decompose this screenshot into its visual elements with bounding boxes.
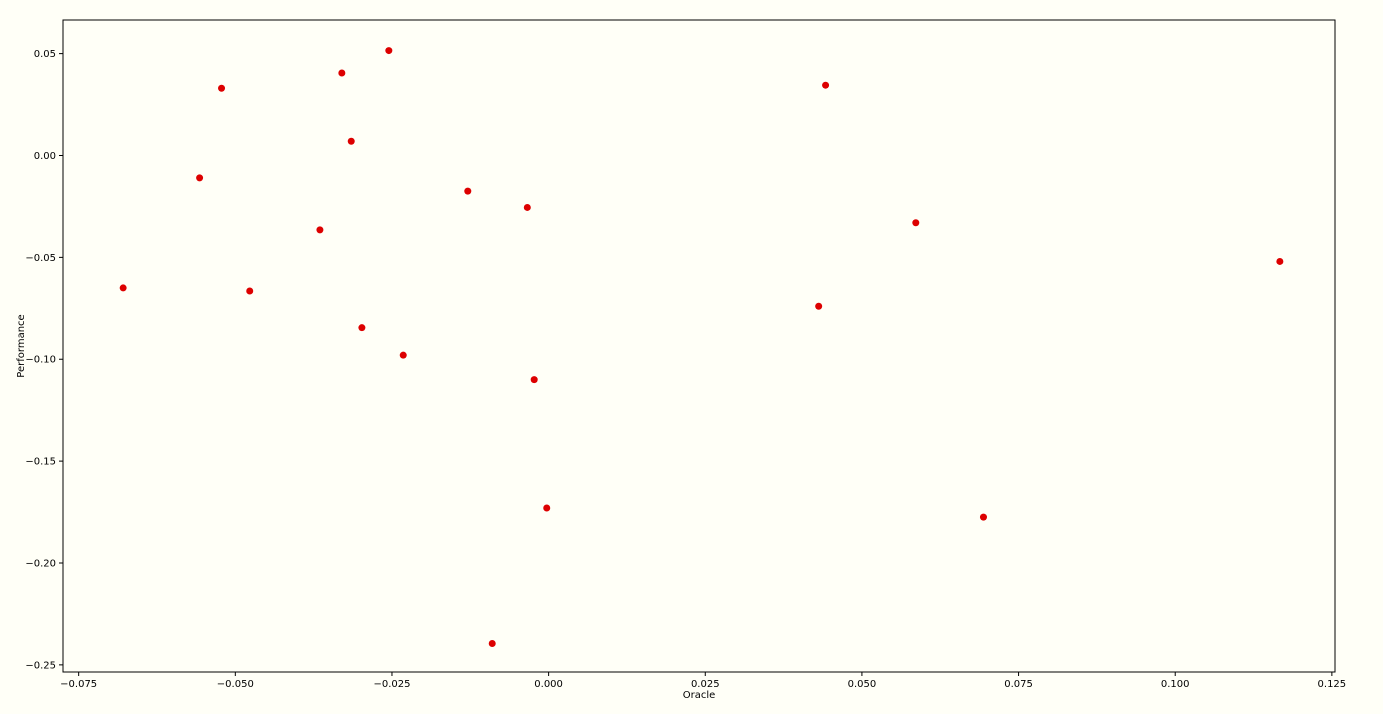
- x-tick-label: 0.000: [534, 679, 563, 690]
- x-tick-label: 0.100: [1161, 679, 1190, 690]
- data-point-16: [399, 351, 407, 359]
- y-tick-label: −0.20: [25, 558, 56, 569]
- x-tick-label: −0.050: [217, 679, 254, 690]
- data-point-13: [246, 287, 254, 295]
- y-tick-label: −0.25: [25, 660, 56, 671]
- data-point-2: [338, 69, 346, 77]
- data-point-19: [979, 513, 987, 521]
- x-tick-label: 0.050: [848, 679, 877, 690]
- data-point-15: [358, 324, 366, 332]
- data-point-10: [316, 226, 324, 234]
- data-point-3: [218, 84, 226, 92]
- plot-area: [62, 19, 1336, 673]
- data-point-17: [530, 376, 538, 384]
- y-tick-label: 0.00: [34, 151, 56, 162]
- y-tick-label: 0.05: [34, 49, 56, 60]
- data-point-20: [488, 639, 496, 647]
- data-point-5: [347, 137, 355, 145]
- x-tick-label: 0.125: [1318, 679, 1347, 690]
- x-axis-label: Oracle: [683, 690, 716, 701]
- y-tick-label: −0.10: [25, 355, 56, 366]
- y-axis-ticks: 0.05 0.00 −0.05 −0.10 −0.15 −0.20 −0.25: [25, 49, 63, 671]
- y-axis-label: Performance: [16, 314, 27, 377]
- data-point-12: [119, 284, 127, 292]
- data-point-8: [523, 203, 531, 211]
- data-point-11: [1276, 257, 1284, 265]
- x-tick-label: −0.075: [60, 679, 97, 690]
- data-point-6: [196, 174, 204, 182]
- x-tick-label: −0.025: [373, 679, 410, 690]
- data-point-1: [385, 47, 393, 55]
- x-tick-label: 0.075: [1004, 679, 1033, 690]
- data-points: [119, 47, 1284, 647]
- data-point-9: [912, 219, 920, 227]
- data-point-7: [464, 187, 472, 195]
- y-tick-label: −0.15: [25, 457, 56, 468]
- y-tick-label: −0.05: [25, 253, 56, 264]
- data-point-14: [815, 302, 823, 310]
- x-tick-label: 0.025: [691, 679, 720, 690]
- data-point-18: [543, 504, 551, 512]
- x-axis-ticks: −0.075 −0.050 −0.025 0.000 0.025 0.050 0.075 0.…: [60, 672, 1346, 690]
- data-point-4: [822, 81, 830, 89]
